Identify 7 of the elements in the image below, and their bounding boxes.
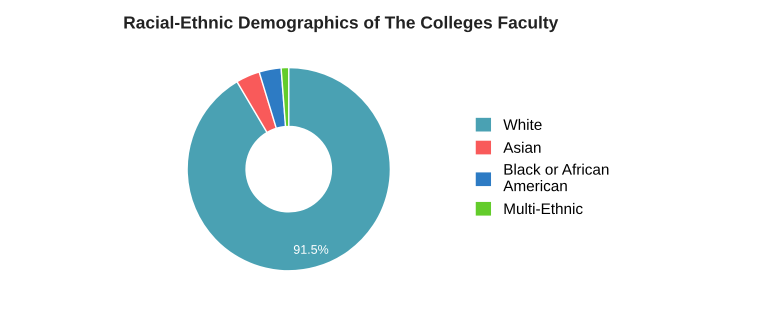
chart-title: Racial-Ethnic Demographics of The Colleges Faculty xyxy=(124,16,558,32)
legend-label: Asian xyxy=(503,142,540,153)
legend-label: White xyxy=(503,118,542,130)
legend-label: Black or African American xyxy=(503,164,608,192)
legend-label: Multi-Ethnic xyxy=(504,202,583,214)
donut-slice xyxy=(186,66,392,272)
data-label: 91.5% xyxy=(294,245,328,254)
